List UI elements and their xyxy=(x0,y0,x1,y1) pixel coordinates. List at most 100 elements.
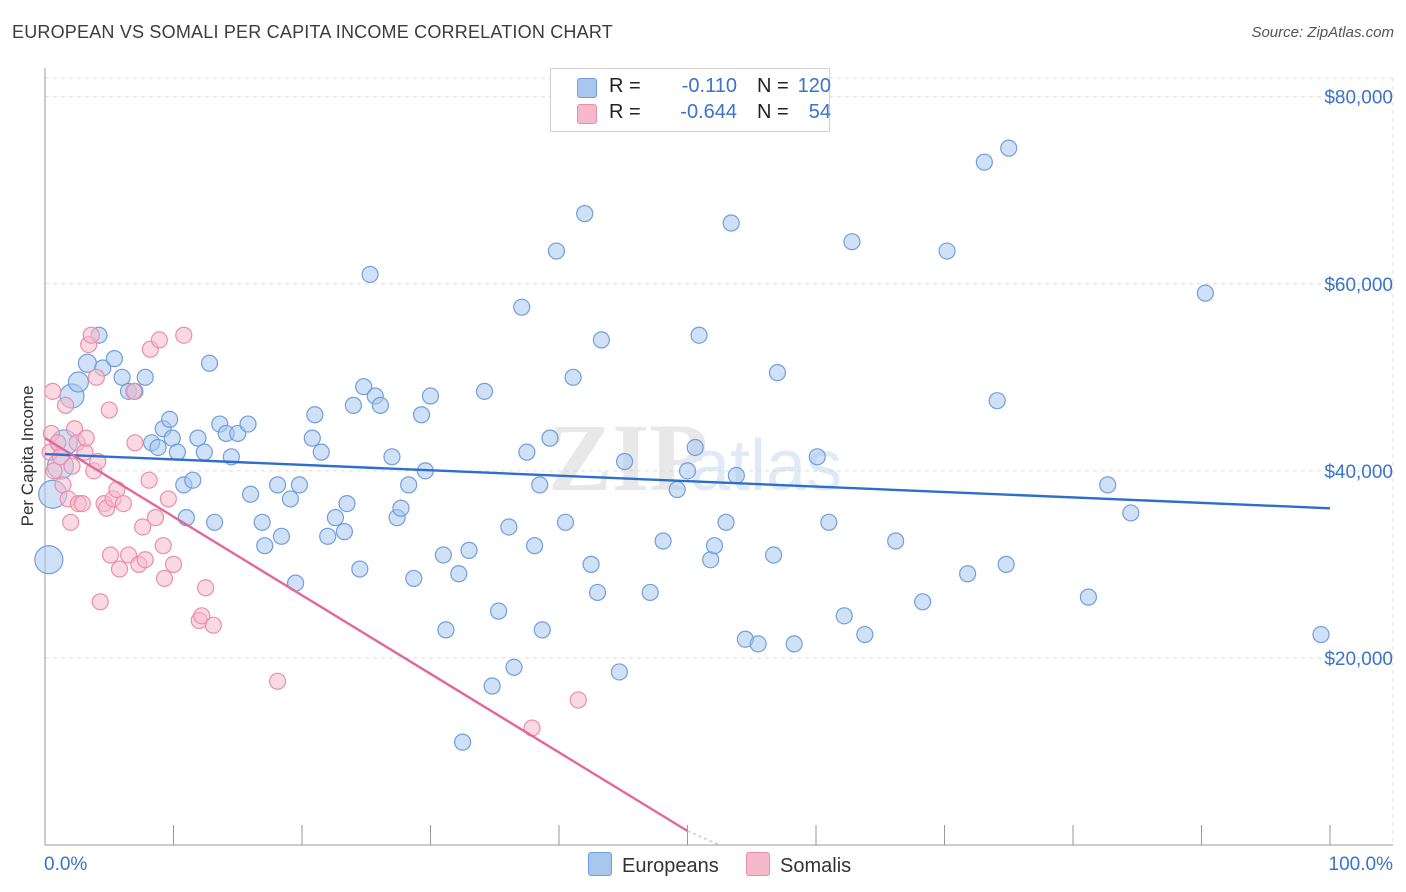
somali-point xyxy=(44,382,62,400)
european-point xyxy=(1099,476,1117,494)
european-point xyxy=(450,565,468,583)
trend-lines xyxy=(44,437,1331,846)
european-point xyxy=(460,541,478,559)
european-point xyxy=(641,583,659,602)
somali-point xyxy=(134,518,152,536)
somalis-trend-extension xyxy=(687,830,720,846)
european-point xyxy=(326,509,345,527)
european-point xyxy=(808,448,826,466)
european-point xyxy=(997,555,1015,573)
n-label: N = xyxy=(757,101,789,123)
x-tick-label: 0.0% xyxy=(44,854,87,875)
european-point xyxy=(335,523,354,541)
somali-point xyxy=(150,331,168,349)
european-point xyxy=(835,607,853,625)
european-point xyxy=(749,635,767,653)
somali-point xyxy=(125,382,143,400)
european-point xyxy=(253,513,271,531)
european-point xyxy=(938,242,956,260)
european-point xyxy=(914,593,932,611)
european-point xyxy=(338,494,356,513)
european-point xyxy=(67,371,90,393)
legend-europeans[interactable]: Europeans xyxy=(588,852,719,878)
european-point xyxy=(988,392,1006,410)
somalis-legend-swatch xyxy=(746,852,770,876)
european-point xyxy=(1079,588,1098,606)
european-point xyxy=(518,443,536,461)
european-point xyxy=(505,658,523,676)
european-point xyxy=(582,555,600,573)
european-point xyxy=(113,368,131,386)
somali-point xyxy=(56,396,75,414)
y-tick-label: $40,000 xyxy=(1324,462,1393,483)
watermark: ZIP atlas xyxy=(548,404,842,511)
n-value: 54 xyxy=(808,101,831,123)
european-point xyxy=(975,153,993,171)
european-point xyxy=(400,476,418,494)
somali-point xyxy=(569,691,587,709)
european-point xyxy=(184,471,202,489)
n-label: N = xyxy=(757,75,789,97)
european-point xyxy=(242,485,260,503)
european-point xyxy=(371,396,389,414)
chart-title: EUROPEAN VS SOMALI PER CAPITA INCOME COR… xyxy=(12,22,613,42)
european-point xyxy=(556,513,575,531)
somali-point xyxy=(136,551,154,569)
european-point xyxy=(727,466,745,485)
european-point xyxy=(475,382,494,400)
european-point xyxy=(717,513,735,531)
somali-point xyxy=(101,546,120,564)
european-point xyxy=(764,546,783,564)
european-point xyxy=(319,527,337,545)
european-point xyxy=(533,621,551,639)
europeans-trend-line xyxy=(44,452,1331,510)
european-point xyxy=(690,326,708,344)
european-point xyxy=(355,378,373,396)
somali-point xyxy=(114,494,132,513)
somali-point xyxy=(146,509,165,527)
european-point xyxy=(785,635,803,653)
european-point xyxy=(887,532,905,550)
stats-legend: R = -0.110 N = 120 R = -0.644 N = 54 xyxy=(550,68,831,132)
european-point xyxy=(383,448,401,466)
european-point xyxy=(392,499,410,517)
european-point xyxy=(437,621,455,639)
r-value: -0.110 xyxy=(681,75,737,97)
european-point xyxy=(1196,284,1214,302)
european-point xyxy=(136,368,154,386)
somali-point xyxy=(126,434,144,452)
somali-point xyxy=(100,401,118,419)
european-point xyxy=(1122,504,1140,522)
legend-somalis[interactable]: Somalis xyxy=(746,852,851,878)
european-point xyxy=(702,551,720,569)
y-axis-label: Per Capita Income xyxy=(18,386,37,527)
european-point xyxy=(149,438,167,457)
somali-point xyxy=(82,326,100,344)
somalis-trend-line xyxy=(44,437,689,832)
european-point xyxy=(705,537,724,555)
european-point xyxy=(168,443,186,461)
somali-point xyxy=(91,593,109,611)
european-point xyxy=(513,298,531,316)
somali-point xyxy=(164,555,183,573)
europeans-legend-swatch xyxy=(588,852,612,876)
r-value: -0.644 xyxy=(680,101,737,123)
european-point xyxy=(412,406,431,424)
european-point xyxy=(434,546,452,564)
european-point xyxy=(820,513,838,531)
european-point xyxy=(856,625,874,644)
chart-source: Source: ZipAtlas.com xyxy=(1251,24,1394,41)
european-point xyxy=(564,368,582,386)
european-point xyxy=(195,443,213,461)
european-point xyxy=(189,429,207,447)
european-point xyxy=(161,410,179,429)
european-point xyxy=(405,569,423,588)
y-tick-labels: $20,000 $40,000 $60,000 $80,000 xyxy=(1324,88,1393,670)
somali-point xyxy=(62,513,80,531)
somalis-swatch xyxy=(577,104,597,124)
somali-point xyxy=(154,537,172,555)
european-point xyxy=(206,513,224,531)
europeans-points xyxy=(34,139,1330,751)
somali-point xyxy=(87,368,106,386)
